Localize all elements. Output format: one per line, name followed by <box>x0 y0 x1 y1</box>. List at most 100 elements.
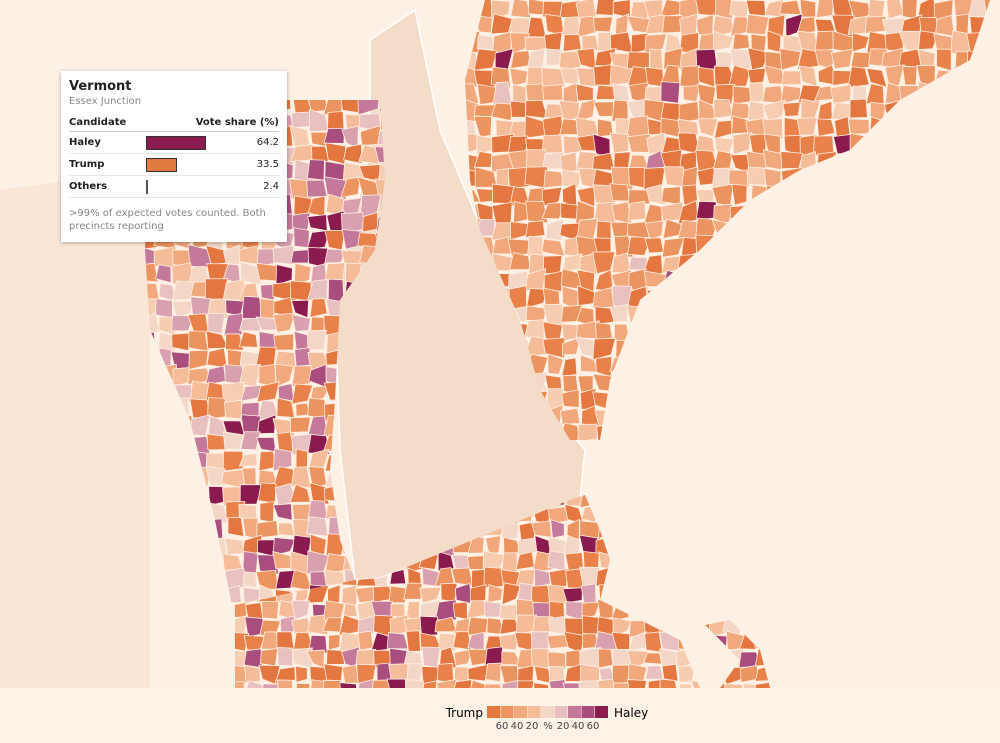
town <box>762 85 784 104</box>
town <box>643 552 662 571</box>
town <box>813 186 837 207</box>
town <box>660 568 682 587</box>
town <box>898 115 920 137</box>
town <box>983 0 990 20</box>
town <box>729 218 750 238</box>
town <box>644 302 668 327</box>
town <box>222 450 244 472</box>
town <box>561 389 580 408</box>
town <box>172 432 192 456</box>
town <box>663 387 681 409</box>
town <box>848 186 870 207</box>
town <box>679 555 698 572</box>
town <box>580 583 597 605</box>
town <box>308 679 329 688</box>
town <box>259 500 275 523</box>
town <box>677 253 702 275</box>
legend-swatch <box>514 706 527 718</box>
town <box>611 584 632 604</box>
town <box>780 206 802 225</box>
town <box>153 466 173 488</box>
town <box>677 632 698 652</box>
town <box>969 406 990 428</box>
town <box>626 305 650 326</box>
town <box>967 371 988 395</box>
town <box>357 232 379 248</box>
town <box>612 617 632 638</box>
town <box>467 679 488 688</box>
town <box>662 288 683 309</box>
town <box>900 234 919 257</box>
town <box>678 101 700 123</box>
town <box>695 441 714 462</box>
town <box>451 679 473 688</box>
town <box>966 218 990 241</box>
town <box>813 358 838 375</box>
town <box>465 0 477 20</box>
town <box>916 119 934 140</box>
town <box>649 48 664 71</box>
town <box>850 51 872 71</box>
town <box>374 178 385 199</box>
town <box>341 584 358 606</box>
town <box>659 522 681 539</box>
town <box>966 319 990 343</box>
town <box>565 601 585 621</box>
town <box>765 304 787 327</box>
legend-swatch <box>568 706 581 718</box>
town <box>663 302 680 327</box>
town <box>865 151 887 174</box>
town <box>781 439 804 440</box>
town <box>847 320 872 342</box>
town <box>864 135 887 156</box>
town <box>592 251 616 275</box>
town <box>581 601 601 620</box>
town <box>610 504 632 525</box>
town <box>983 100 990 121</box>
town <box>242 517 259 539</box>
town <box>678 324 699 340</box>
town <box>868 322 888 339</box>
town <box>157 432 177 454</box>
town <box>754 680 770 688</box>
town <box>595 322 613 341</box>
town <box>725 495 744 509</box>
town <box>767 354 787 375</box>
vote-bar <box>146 179 149 194</box>
town <box>813 286 837 309</box>
town <box>798 319 819 342</box>
town <box>847 337 869 361</box>
town <box>339 682 358 688</box>
town <box>901 137 921 153</box>
town <box>241 295 263 320</box>
town <box>732 33 750 51</box>
town <box>501 552 518 573</box>
town <box>326 649 345 665</box>
town <box>866 67 888 88</box>
town <box>257 482 277 504</box>
town <box>628 337 648 356</box>
town <box>207 518 224 541</box>
town <box>613 323 630 342</box>
town <box>864 404 888 429</box>
town <box>499 632 520 651</box>
town <box>517 537 537 556</box>
town <box>784 358 804 378</box>
town <box>763 288 786 308</box>
town <box>712 387 735 410</box>
town <box>498 679 519 688</box>
town <box>713 302 731 325</box>
town <box>966 254 990 274</box>
town <box>983 81 990 104</box>
town <box>763 167 782 190</box>
town <box>830 48 854 70</box>
town <box>983 286 990 310</box>
town <box>626 133 651 153</box>
town <box>256 381 280 403</box>
town <box>323 127 345 144</box>
town <box>324 229 345 251</box>
town <box>663 166 685 188</box>
town <box>762 371 786 395</box>
town <box>597 519 618 539</box>
